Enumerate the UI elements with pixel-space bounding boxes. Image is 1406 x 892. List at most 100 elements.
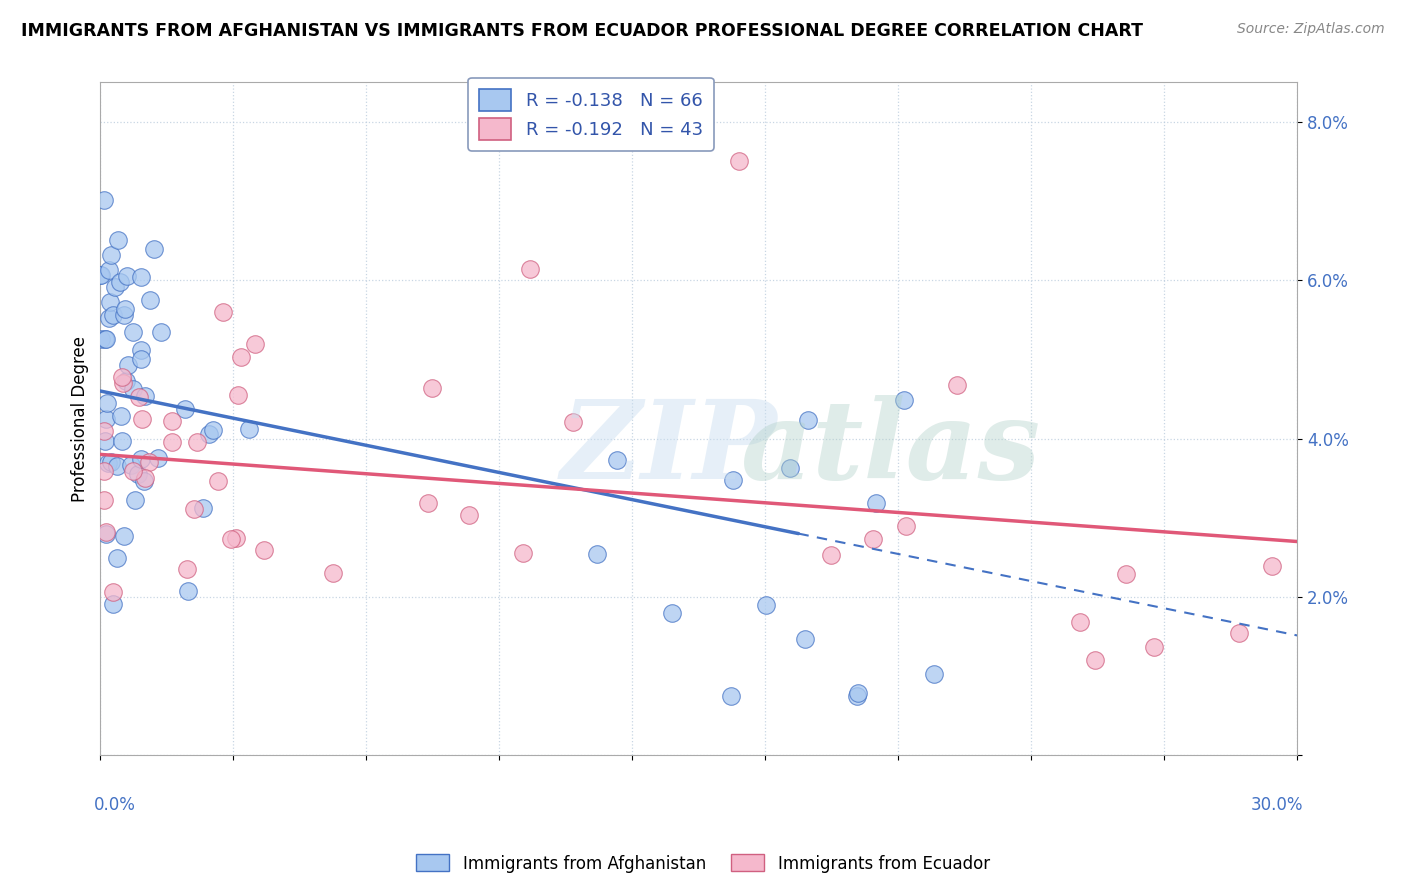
Point — [122, 464, 145, 478]
Point — [416, 496, 439, 510]
Point — [93, 424, 115, 438]
Text: 0.0%: 0.0% — [94, 796, 136, 814]
Point — [1084, 653, 1107, 667]
Point — [100, 455, 122, 469]
Point — [755, 599, 778, 613]
Point — [176, 562, 198, 576]
Point — [139, 293, 162, 307]
Point — [96, 412, 118, 426]
Point — [97, 456, 120, 470]
Point — [149, 326, 172, 340]
Point — [120, 458, 142, 472]
Point — [104, 279, 127, 293]
Point — [562, 415, 585, 429]
Point — [193, 500, 215, 515]
Point — [846, 690, 869, 704]
Point — [131, 412, 153, 426]
Point — [225, 531, 247, 545]
Point — [127, 467, 149, 482]
Point — [110, 409, 132, 423]
Point — [124, 493, 146, 508]
Point — [322, 566, 344, 581]
Point — [122, 383, 145, 397]
Point — [90, 332, 112, 346]
Point — [212, 305, 235, 319]
Point — [865, 496, 887, 510]
Point — [160, 414, 183, 428]
Text: IMMIGRANTS FROM AFGHANISTAN VS IMMIGRANTS FROM ECUADOR PROFESSIONAL DEGREE CORRE: IMMIGRANTS FROM AFGHANISTAN VS IMMIGRANT… — [21, 22, 1143, 40]
Point — [512, 546, 534, 560]
Point — [846, 686, 869, 700]
Point — [1261, 558, 1284, 573]
Point — [420, 381, 443, 395]
Point — [779, 460, 801, 475]
Point — [253, 543, 276, 558]
Point — [922, 666, 945, 681]
Point — [893, 392, 915, 407]
Legend: R = -0.138   N = 66, R = -0.192   N = 43: R = -0.138 N = 66, R = -0.192 N = 43 — [468, 78, 714, 151]
Point — [108, 275, 131, 289]
Point — [148, 450, 170, 465]
Point — [894, 519, 917, 533]
Point — [132, 474, 155, 488]
Point — [98, 263, 121, 277]
Point — [1069, 615, 1091, 630]
Point — [94, 525, 117, 540]
Point — [89, 268, 111, 282]
Point — [117, 358, 139, 372]
Text: 30.0%: 30.0% — [1250, 796, 1303, 814]
Point — [862, 533, 884, 547]
Point — [100, 248, 122, 262]
Point — [129, 343, 152, 358]
Point — [238, 421, 260, 435]
Point — [129, 452, 152, 467]
Point — [794, 632, 817, 647]
Point — [1143, 640, 1166, 655]
Point — [1115, 567, 1137, 582]
Point — [94, 434, 117, 449]
Point — [101, 308, 124, 322]
Point — [219, 533, 242, 547]
Point — [93, 492, 115, 507]
Point — [105, 458, 128, 473]
Text: ZIP: ZIP — [561, 395, 778, 503]
Point — [121, 326, 143, 340]
Point — [173, 401, 195, 416]
Point — [946, 377, 969, 392]
Point — [160, 435, 183, 450]
Legend: Immigrants from Afghanistan, Immigrants from Ecuador: Immigrants from Afghanistan, Immigrants … — [409, 847, 997, 880]
Point — [117, 268, 139, 283]
Point — [129, 269, 152, 284]
Point — [110, 434, 132, 448]
Point — [661, 606, 683, 620]
Point — [93, 465, 115, 479]
Point — [114, 301, 136, 316]
Point — [115, 374, 138, 388]
Point — [103, 597, 125, 611]
Point — [107, 233, 129, 247]
Point — [93, 333, 115, 347]
Point — [129, 351, 152, 366]
Point — [1227, 625, 1250, 640]
Point — [183, 502, 205, 516]
Point — [111, 370, 134, 384]
Point — [197, 427, 219, 442]
Point — [201, 423, 224, 437]
Point — [245, 337, 267, 351]
Text: Source: ZipAtlas.com: Source: ZipAtlas.com — [1237, 22, 1385, 37]
Point — [112, 308, 135, 322]
Text: atlas: atlas — [741, 395, 1040, 503]
Point — [721, 473, 744, 487]
Point — [820, 548, 842, 562]
Point — [94, 527, 117, 541]
Point — [177, 584, 200, 599]
Point — [586, 547, 609, 561]
Point — [90, 268, 112, 282]
Point — [226, 388, 249, 402]
Point — [98, 310, 121, 325]
Point — [229, 350, 252, 364]
Point — [138, 455, 160, 469]
Point — [143, 242, 166, 256]
Point — [128, 390, 150, 404]
Point — [519, 262, 541, 277]
